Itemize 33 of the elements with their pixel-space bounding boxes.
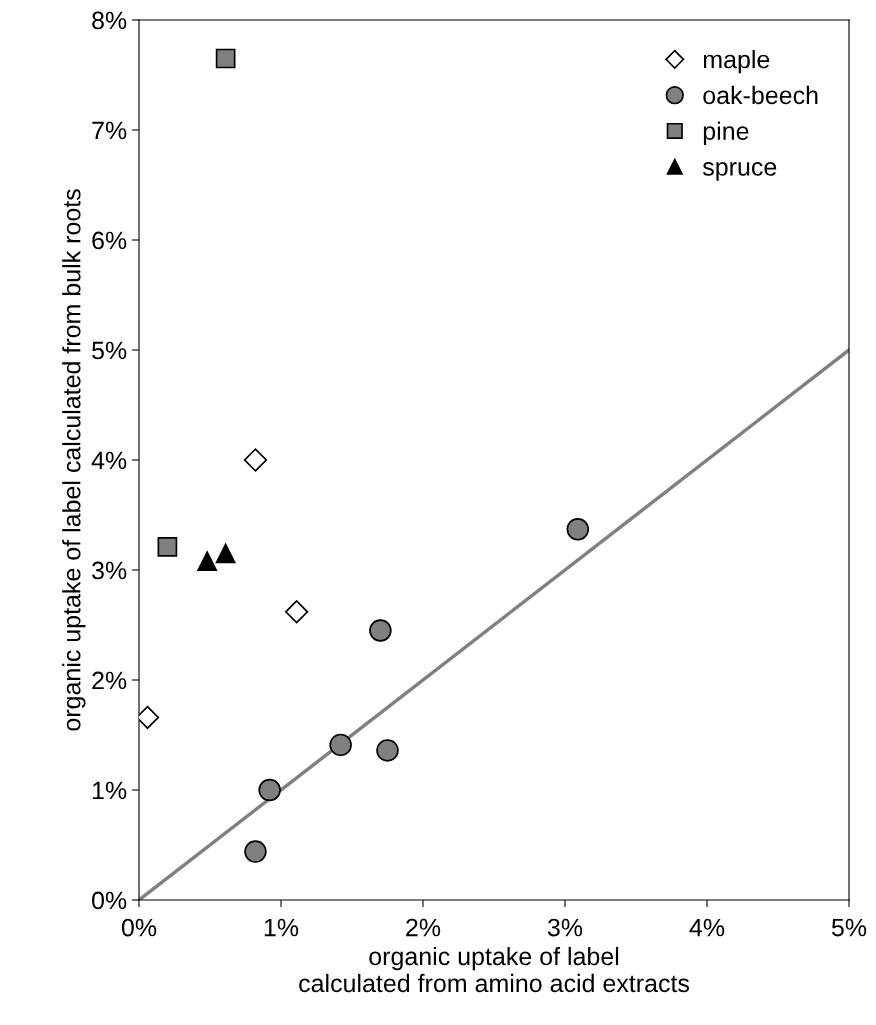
y-tick-label: 1% <box>92 781 127 800</box>
legend-label: spruce <box>702 162 777 181</box>
point <box>215 543 236 564</box>
y-axis-title: organic uptake of label calculated from bulk roots <box>62 189 86 731</box>
x-tick-label: 5% <box>831 918 867 937</box>
point <box>244 840 267 863</box>
x-axis-title: organic uptake of label calculated from amino acid extracts <box>299 946 690 993</box>
point <box>329 733 352 757</box>
legend-label: maple <box>703 50 770 74</box>
point <box>566 518 590 541</box>
y-tick-label: 0% <box>92 891 127 910</box>
y-tick-label: 7% <box>92 121 127 140</box>
y-tick-label: 8% <box>92 11 127 30</box>
legend-label: pine <box>703 121 749 145</box>
point <box>197 551 218 572</box>
point <box>258 778 281 802</box>
point <box>376 739 399 762</box>
point <box>157 537 178 557</box>
point <box>369 619 392 642</box>
y-tick-label: 2% <box>92 671 127 690</box>
legend-label: oak-beech <box>703 85 818 105</box>
x-tick-label: 3% <box>547 918 583 937</box>
point <box>215 48 236 69</box>
x-tick-label: 0% <box>121 918 157 937</box>
y-tick-label: 3% <box>92 561 127 580</box>
point <box>284 600 309 624</box>
x-tick-label: 2% <box>406 918 441 937</box>
y-tick-label: 6% <box>92 231 127 250</box>
y-tick-label: 5% <box>92 341 127 360</box>
y-tick-label: 4% <box>91 451 127 470</box>
point <box>243 448 268 472</box>
x-tick-label: 1% <box>264 918 299 937</box>
x-tick-label: 4% <box>689 918 725 937</box>
